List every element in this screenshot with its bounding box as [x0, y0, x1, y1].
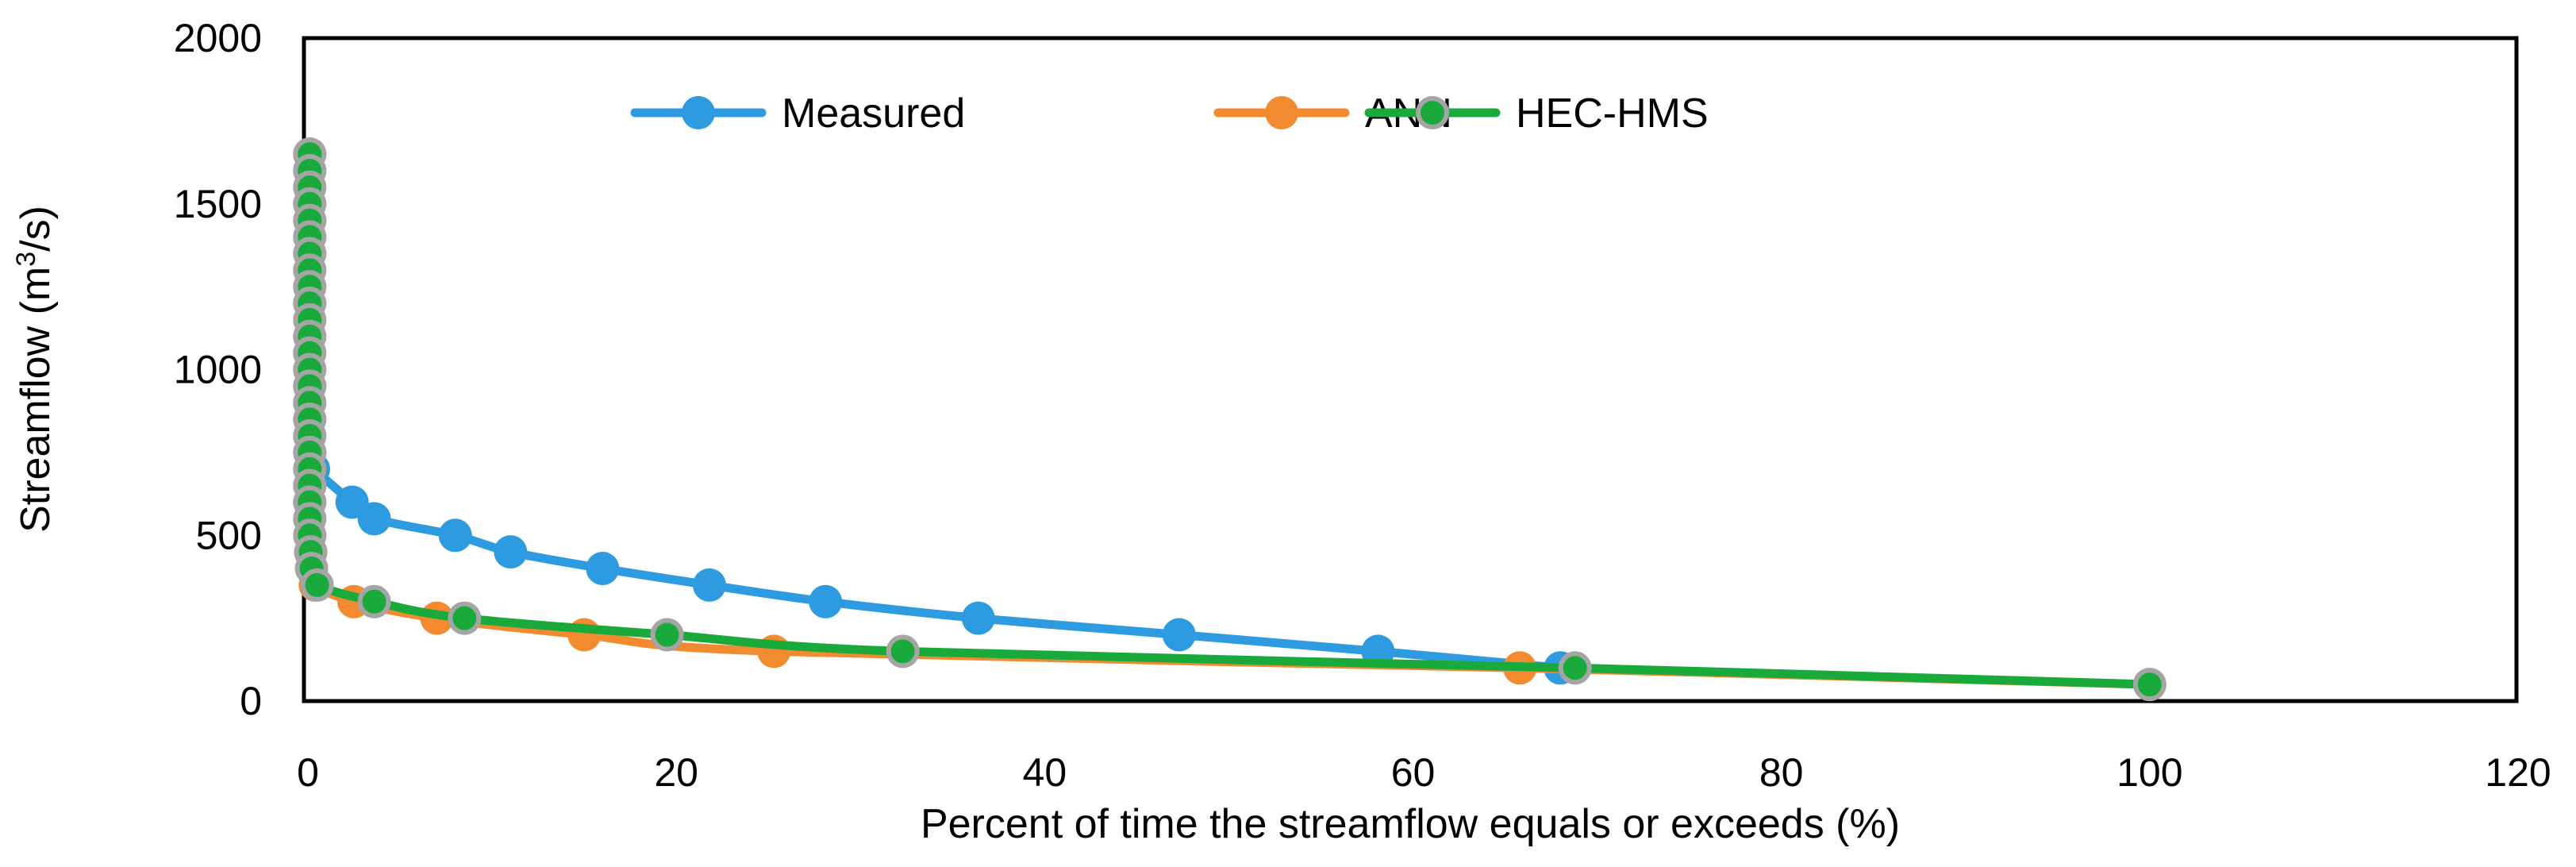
data-point-measured [357, 502, 391, 536]
data-point-hec-hms [448, 601, 482, 635]
y-axis-title-prefix: Streamflow (m [13, 267, 59, 533]
x-tick-label: 60 [1391, 750, 1436, 795]
x-axis-ticks: 0 20 40 60 80 100 120 [297, 750, 2551, 795]
series-line-measured [309, 464, 1565, 672]
legend-label-measured: Measured [782, 91, 965, 137]
legend-swatch-marker-measured [682, 96, 715, 129]
x-tick-label: 40 [1023, 750, 1067, 795]
legend-item-hec-hms: HEC-HMS [1364, 91, 1709, 137]
x-tick-label: 120 [2485, 750, 2551, 795]
x-tick-label: 0 [297, 750, 319, 795]
data-point-hec-hms [357, 584, 391, 618]
y-tick-label: 0 [240, 679, 262, 723]
y-tick-label: 1000 [174, 348, 262, 392]
data-point-measured [1162, 618, 1196, 652]
data-point-measured [961, 601, 995, 635]
data-point-hec-hms [650, 618, 684, 652]
y-axis-title: Streamflow (m3/s) [11, 206, 59, 533]
data-point-hec-hms [1558, 651, 1592, 685]
legend-swatch-marker-hec-hms [1416, 96, 1449, 129]
x-tick-label: 80 [1759, 750, 1804, 795]
legend-swatch-marker-ann [1265, 96, 1298, 129]
y-tick-label: 2000 [174, 16, 262, 60]
data-point-measured [692, 568, 726, 602]
plot-area [302, 36, 2519, 703]
data-point-measured [494, 535, 528, 569]
legend: Measured ANN HEC-HMS [630, 91, 1709, 137]
y-axis-title-suffix: /s) [13, 206, 59, 252]
y-axis-ticks: 0 500 1000 1500 2000 [174, 16, 262, 723]
data-point-measured [586, 552, 620, 585]
data-point-ann [567, 618, 602, 652]
data-point-measured [438, 518, 472, 553]
x-tick-label: 100 [2117, 750, 2182, 795]
y-tick-label: 1500 [174, 182, 262, 226]
y-tick-label: 500 [196, 513, 262, 557]
data-point-measured [809, 584, 843, 618]
y-axis-title-superscript: 3 [11, 252, 41, 267]
data-point-hec-hms [886, 634, 920, 669]
x-axis-title: Percent of time the streamflow equals or… [921, 801, 1900, 847]
x-tick-label: 20 [654, 750, 698, 795]
legend-item-measured: Measured [630, 91, 965, 137]
legend-label-hec-hms: HEC-HMS [1516, 91, 1709, 137]
series-hec-hms [293, 137, 2167, 702]
data-point-hec-hms [2132, 668, 2167, 702]
series-layer [293, 137, 2167, 702]
data-point-hec-hms [300, 568, 334, 602]
series-measured [297, 452, 1578, 685]
